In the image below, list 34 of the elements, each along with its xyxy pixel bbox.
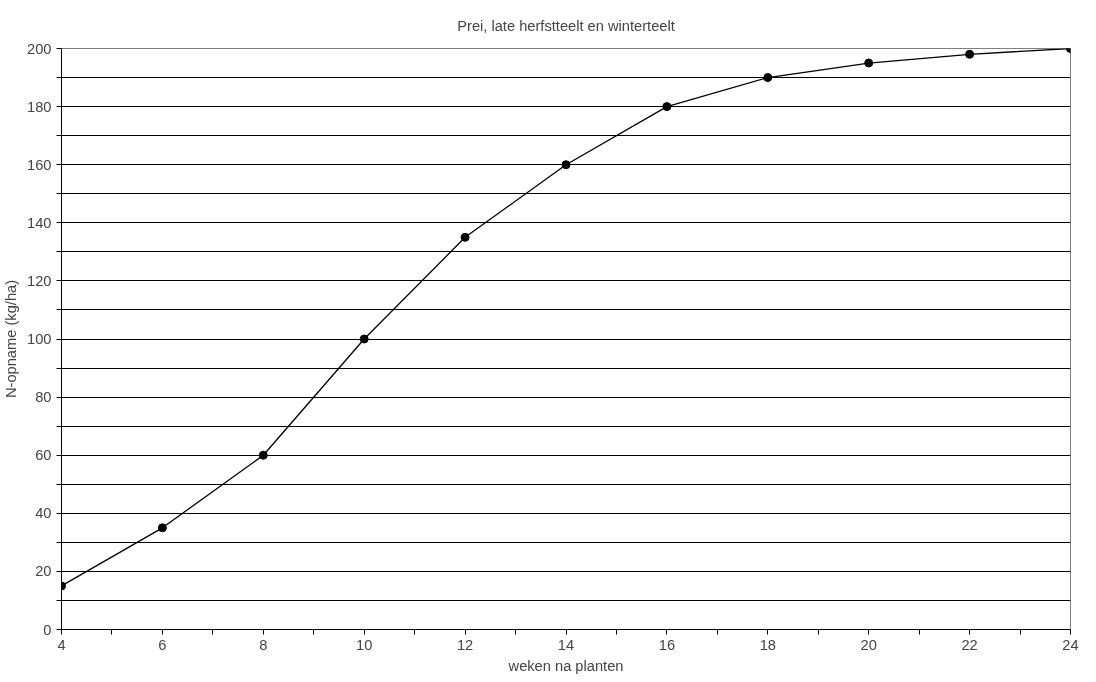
y-axis-title: N-opname (kg/ha) — [3, 279, 20, 399]
y-tick-label: 180 — [27, 98, 52, 115]
x-axis-title: weken na planten — [507, 657, 624, 674]
x-tick-label: 8 — [259, 636, 268, 653]
y-tick-label: 100 — [27, 331, 52, 347]
y-tick-label: 120 — [27, 272, 52, 289]
point — [763, 73, 773, 83]
point — [864, 58, 874, 68]
y-tick-label: 40 — [35, 505, 52, 522]
point — [258, 450, 268, 460]
y-tick-label: 140 — [27, 214, 52, 231]
x-tick-label: 20 — [860, 636, 877, 653]
x-tick-label: 12 — [456, 636, 474, 653]
x-tick-label: 14 — [557, 636, 575, 653]
y-tick-label: 60 — [35, 447, 52, 464]
point — [662, 102, 672, 112]
x-tick-label: 10 — [356, 636, 373, 653]
x-tick-label: 16 — [658, 636, 676, 653]
x-tick-label: 4 — [57, 636, 66, 653]
point — [561, 160, 571, 170]
point — [359, 334, 369, 344]
y-tick-label: 20 — [35, 563, 52, 580]
y-tick-label: 0 — [43, 621, 52, 638]
y-tick-label: 200 — [27, 40, 52, 57]
chart-title: Prei, late herfstteelt en winterteelt — [457, 17, 675, 34]
y-tick-label: 160 — [27, 156, 52, 173]
y-tick-label: 80 — [35, 389, 52, 406]
x-tick-label: 24 — [1062, 636, 1079, 653]
x-tick-label: 6 — [158, 636, 167, 653]
point — [965, 49, 975, 59]
x-tick-label: 18 — [759, 636, 776, 653]
x-tick-label: 22 — [961, 636, 978, 653]
point — [460, 232, 470, 242]
point — [157, 523, 167, 533]
